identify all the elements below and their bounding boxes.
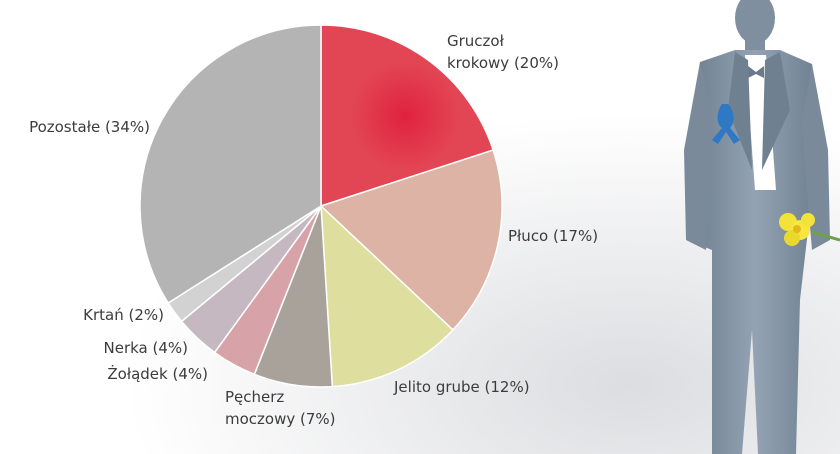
slice-label-line: Jelito grube (12%): [393, 378, 530, 396]
slice-label-5: Nerka (4%): [104, 339, 189, 357]
slice-label-6: Krtań (2%): [83, 306, 164, 324]
man-in-suit-illustration: [684, 0, 840, 454]
slice-highlight: [350, 61, 460, 171]
slice-label-3: Pęcherz moczowy (7%): [225, 388, 336, 428]
slice-label-line: Krtań (2%): [83, 306, 164, 324]
slice-label-line: Żołądek (4%): [107, 364, 208, 383]
slice-label-line: Nerka (4%): [104, 339, 189, 357]
blue-ribbon-icon: [712, 104, 740, 144]
slice-label-line: Pęcherz: [225, 388, 284, 406]
slice-label-2: Jelito grube (12%): [393, 378, 530, 396]
pie-slice-1: [319, 149, 503, 331]
pie-slice-2: [320, 204, 455, 388]
pie-slice-7: [139, 24, 322, 305]
slice-label-4: Żołądek (4%): [107, 364, 208, 383]
slice-label-7: Pozostałe (34%): [29, 118, 150, 136]
pie-labels: Gruczoł krokowy (20%) Płuco (17%) Jelito gr…: [29, 32, 598, 428]
slice-label-line: Gruczoł: [447, 32, 505, 50]
slice-label-line: Płuco (17%): [508, 227, 598, 245]
slice-label-line: krokowy (20%): [447, 54, 559, 72]
slice-label-0: Gruczoł krokowy (20%): [447, 32, 559, 72]
slice-label-1: Płuco (17%): [508, 227, 598, 245]
daffodil-flower-icon: [779, 213, 840, 246]
suit-figure: [684, 0, 830, 454]
pie-chart: [139, 24, 503, 388]
slice-label-line: Pozostałe (34%): [29, 118, 150, 136]
slice-label-line: moczowy (7%): [225, 410, 336, 428]
